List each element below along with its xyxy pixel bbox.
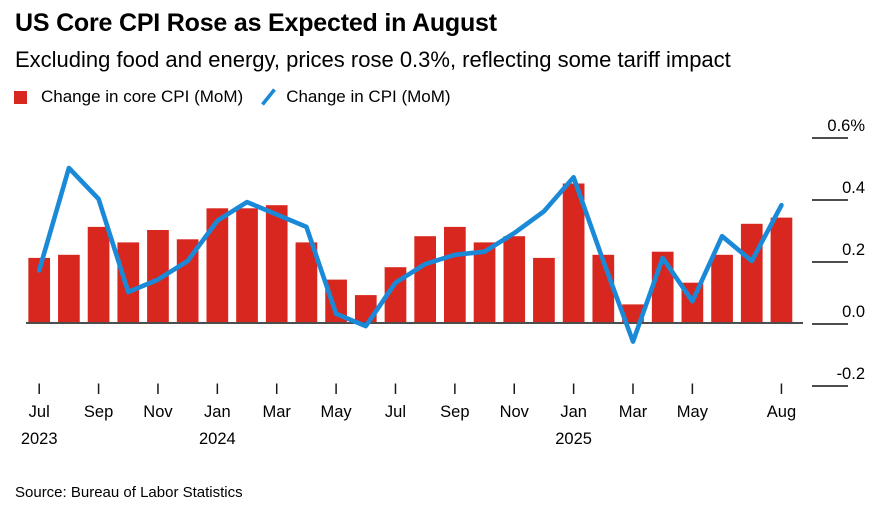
x-tick-label: Sep <box>440 403 469 421</box>
core-cpi-bar <box>206 208 229 323</box>
legend-label-cpi: Change in CPI (MoM) <box>286 87 451 106</box>
chart-legend: Change in core CPI (MoM) Change in CPI (… <box>14 86 451 108</box>
legend-item-cpi: Change in CPI (MoM) <box>243 87 451 107</box>
source-note: Source: Bureau of Labor Statistics <box>15 484 243 501</box>
x-tick-label: Sep <box>84 403 113 421</box>
y-tick-label: 0.6% <box>827 117 865 135</box>
x-year-label: 2025 <box>555 430 592 448</box>
chart-title: US Core CPI Rose as Expected in August <box>15 9 497 37</box>
core-cpi-square-icon <box>14 90 27 104</box>
core-cpi-bar <box>117 242 140 323</box>
core-cpi-bar <box>473 242 496 323</box>
x-tick-label: May <box>321 403 353 421</box>
x-year-label: 2024 <box>199 430 236 448</box>
core-cpi-bar <box>740 223 763 323</box>
x-tick-label: Aug <box>767 403 796 421</box>
y-tick-label: 0.4 <box>842 179 865 197</box>
core-cpi-bar <box>176 239 199 323</box>
y-tick-label: 0.0 <box>842 303 865 321</box>
core-cpi-bar <box>87 226 110 323</box>
core-cpi-bar <box>711 254 733 323</box>
core-cpi-bar <box>28 257 51 323</box>
cpi-line <box>36 165 784 344</box>
x-tick-label: Nov <box>143 403 173 421</box>
x-tick-label: Jul <box>29 403 50 421</box>
x-tick-label: Jul <box>385 403 406 421</box>
core-cpi-bar <box>562 183 585 323</box>
core-cpi-bar <box>147 230 169 323</box>
legend-label-core-cpi: Change in core CPI (MoM) <box>41 87 244 106</box>
core-cpi-bar <box>503 236 526 323</box>
core-cpi-bar <box>236 208 258 323</box>
y-tick-label: 0.2 <box>842 241 865 259</box>
core-cpi-bar <box>325 279 347 323</box>
core-cpi-bar <box>58 254 80 323</box>
core-cpi-bar <box>770 217 793 323</box>
chart-subtitle: Excluding food and energy, prices rose 0… <box>15 47 731 72</box>
core-cpi-bar <box>295 242 318 323</box>
x-tick-label: Nov <box>500 403 530 421</box>
core-cpi-bar <box>444 226 466 323</box>
x-tick-label: May <box>677 403 709 421</box>
cpi-line-slash-icon <box>261 88 277 106</box>
core-cpi-bar <box>414 236 437 323</box>
x-tick-label: Jan <box>204 403 231 421</box>
legend-item-core-cpi: Change in core CPI (MoM) <box>14 87 243 107</box>
x-tick-label: Mar <box>619 403 648 421</box>
y-tick-label: -0.2 <box>837 365 865 383</box>
core-cpi-bar <box>265 205 288 323</box>
core-cpi-bar <box>533 257 555 323</box>
x-tick-label: Jan <box>560 403 587 421</box>
x-year-label: 2023 <box>21 430 58 448</box>
chart-canvas: 0.6% 0.4 0.2 0.0 -0.2 Jul 2023 Sep Nov Jan 2024 Mar… <box>21 117 865 448</box>
core-cpi-bar <box>622 304 644 323</box>
x-tick-label: Mar <box>263 403 292 421</box>
